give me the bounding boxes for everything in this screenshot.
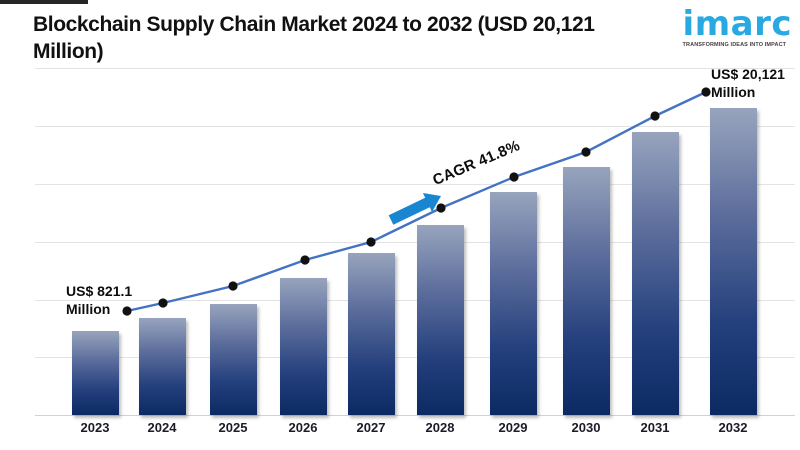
bar-2023 xyxy=(71,331,119,415)
annotation-2023-line1: US$ 821.1 xyxy=(66,283,133,299)
bar-2030 xyxy=(562,167,610,415)
x-axis-label-2032: 2032 xyxy=(718,420,748,435)
x-axis-label-2028: 2028 xyxy=(425,420,455,435)
x-axis-label-2031: 2031 xyxy=(640,420,670,435)
x-axis-label-2029: 2029 xyxy=(498,420,528,435)
chart-title-line2: Million) xyxy=(33,39,106,63)
bar-2029 xyxy=(489,192,537,415)
bar-2027 xyxy=(347,253,395,415)
x-axis-label-2023: 2023 xyxy=(80,420,110,435)
annotation-2032-value: US$ 20,121 Million xyxy=(711,65,785,101)
gridline xyxy=(35,357,795,358)
x-axis-label-2027: 2027 xyxy=(356,420,386,435)
x-axis-line xyxy=(35,415,795,416)
bar-2032 xyxy=(709,108,757,415)
annotation-2032-line2: Million xyxy=(711,84,756,101)
bar-2028 xyxy=(416,225,464,415)
bar-2025 xyxy=(209,304,257,415)
x-axis-label-2025: 2025 xyxy=(218,420,248,435)
bar-2024 xyxy=(138,318,186,415)
annotation-2023-value: US$ 821.1 Million xyxy=(66,282,132,318)
x-axis-label-2024: 2024 xyxy=(147,420,177,435)
x-axis-label-2026: 2026 xyxy=(288,420,318,435)
imarc-wordmark: imarc xyxy=(682,4,792,44)
chart-title-line1: Blockchain Supply Chain Market 2024 to 2… xyxy=(33,13,597,36)
screenshot-edge-strip xyxy=(0,0,88,4)
annotation-2023-line2: Million xyxy=(66,301,111,318)
gridline xyxy=(35,68,795,69)
x-axis-label-2030: 2030 xyxy=(571,420,601,435)
imarc-logo: imarc TRANSFORMING IDEAS INTO IMPACT xyxy=(682,4,792,49)
bar-2031 xyxy=(631,132,679,415)
annotation-2032-line1: US$ 20,121 xyxy=(711,66,785,82)
chart-title: Blockchain Supply Chain Market 2024 to 2… xyxy=(33,12,688,66)
imarc-tagline: TRANSFORMING IDEAS INTO IMPACT xyxy=(682,42,787,49)
bar-2026 xyxy=(279,278,327,415)
